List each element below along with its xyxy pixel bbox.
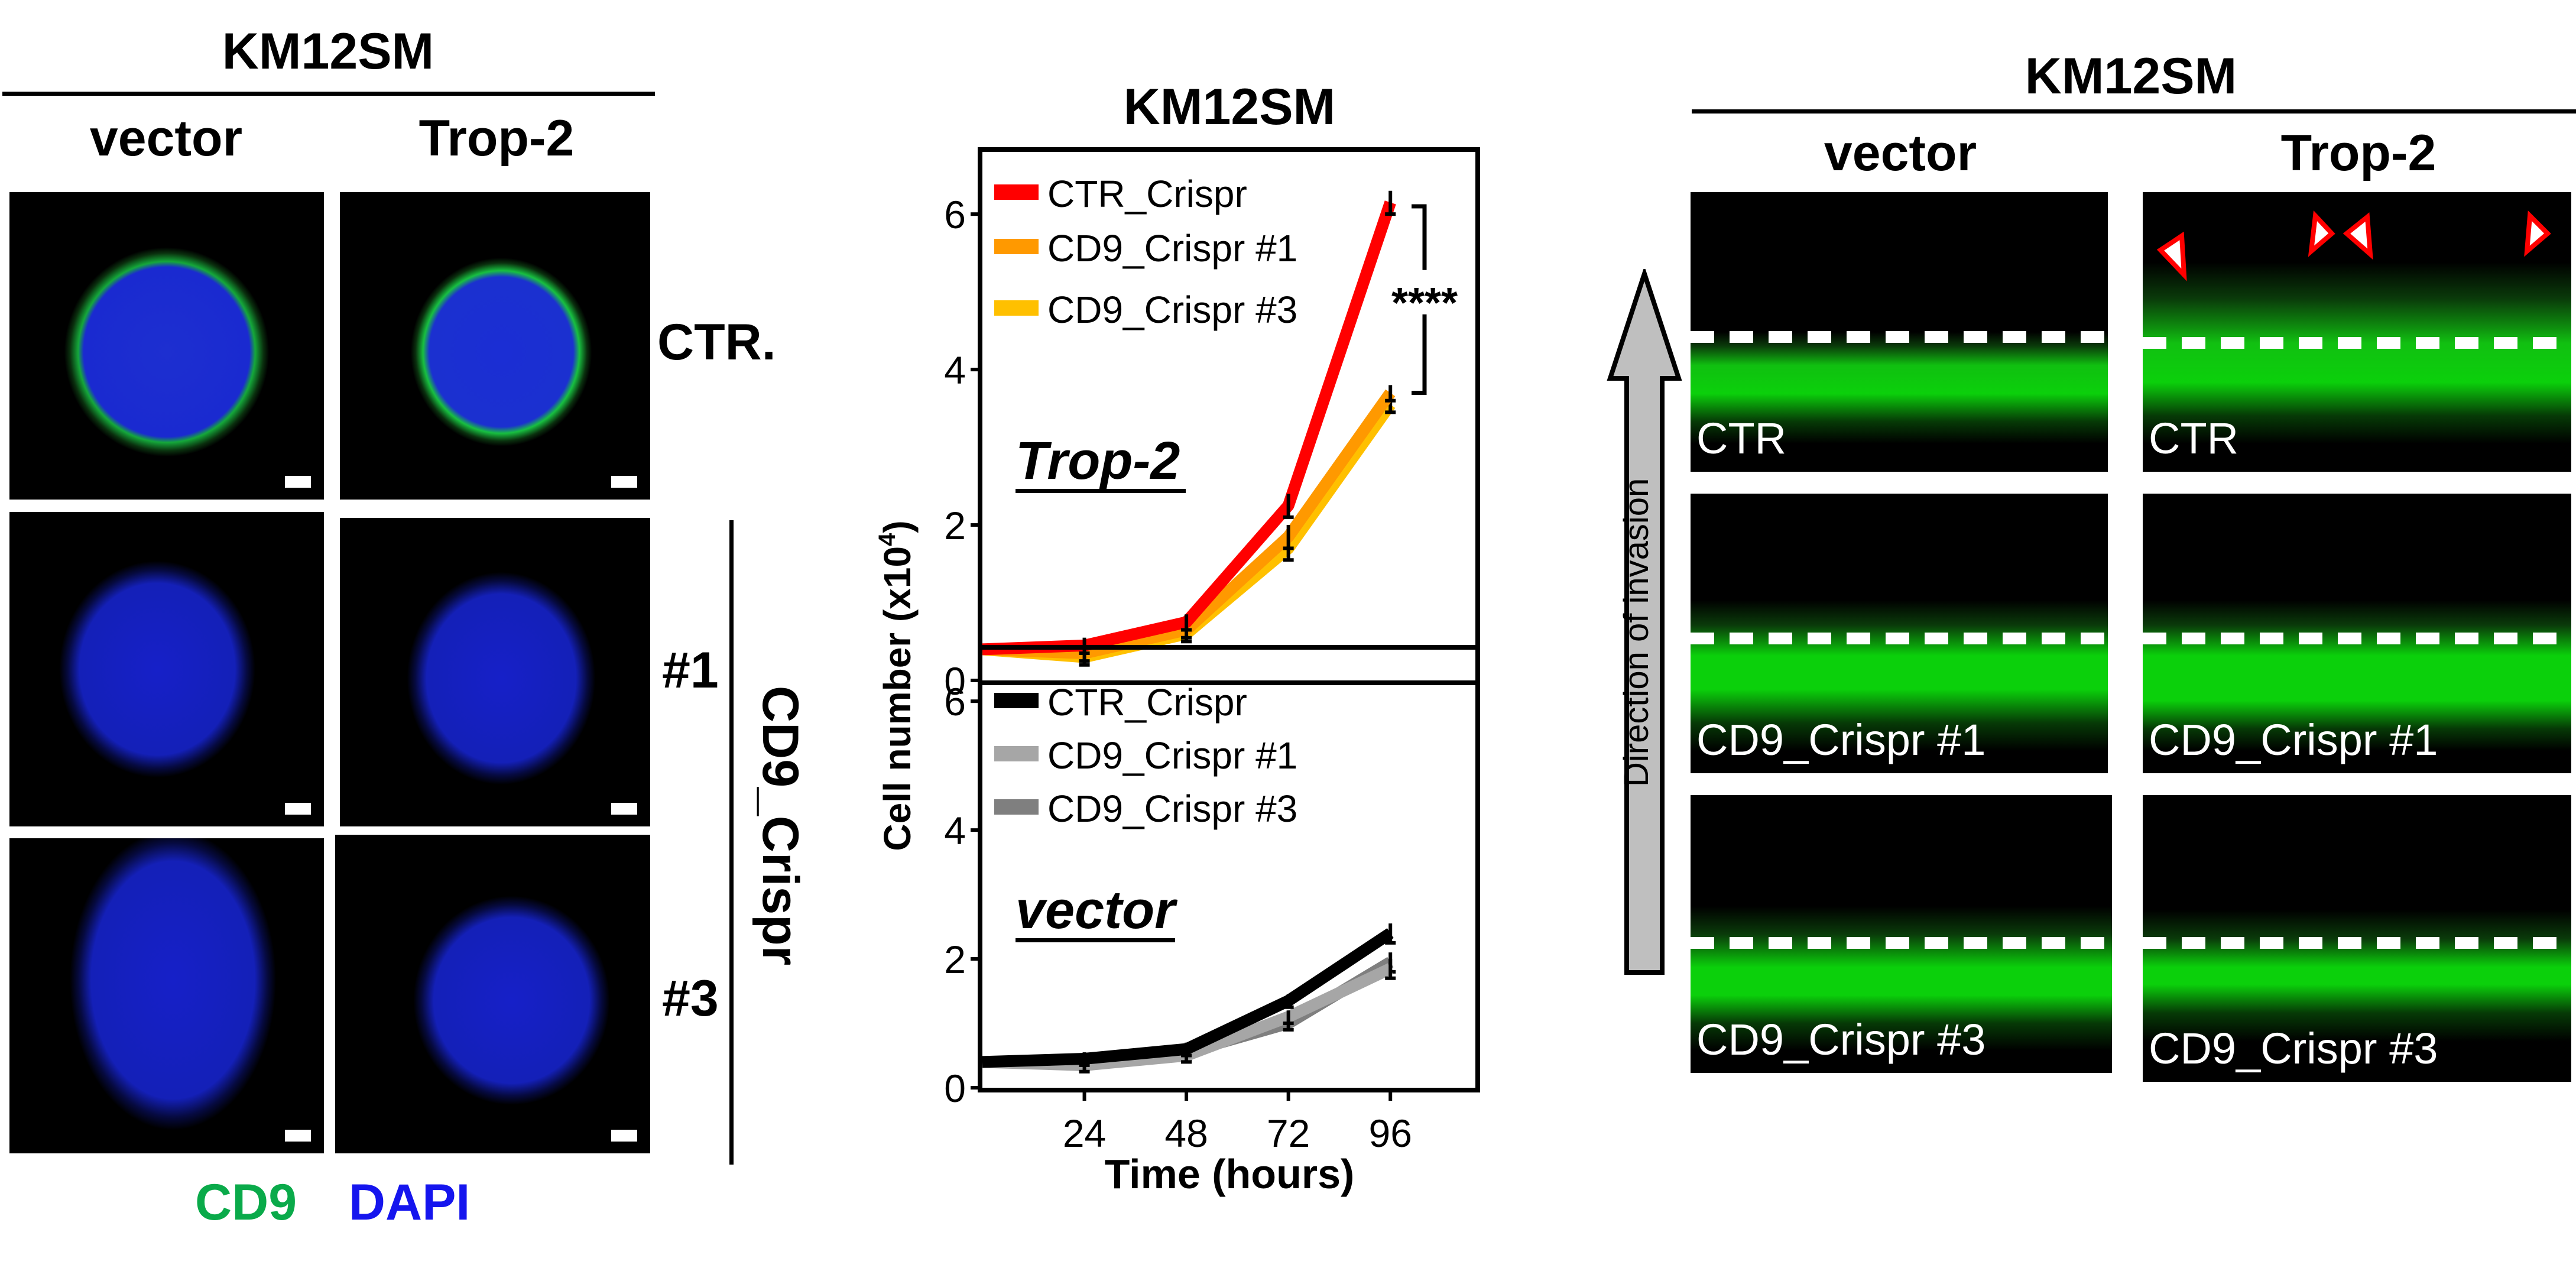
y-tick-label: 4 xyxy=(944,809,966,852)
right-title-rule xyxy=(1692,109,2576,114)
legend-label: CD9_Crispr #3 xyxy=(1047,288,1297,331)
legend-swatch xyxy=(994,799,1039,815)
stain-legend-cd9: CD9 xyxy=(195,1174,297,1231)
legend-swatch xyxy=(994,693,1039,708)
micrograph-vector-ctr xyxy=(9,192,324,500)
chart-xlabel: Time (hours) xyxy=(1105,1151,1355,1197)
chart-frame xyxy=(978,645,1480,1092)
y-tick-label: 6 xyxy=(944,193,966,236)
scale-bar xyxy=(285,1130,311,1142)
x-tick-label: 24 xyxy=(1063,1111,1106,1155)
legend-label: CD9_Crispr #1 xyxy=(1047,227,1297,270)
chart-trop2: 0 2 4 6 CTR_Crispr CD9_Crispr #1 CD9_Crispr #… xyxy=(944,147,1480,703)
legend-swatch xyxy=(994,746,1039,761)
micrograph-vector-cd9-1 xyxy=(9,512,324,826)
invasion-label: CD9_Crispr #1 xyxy=(2149,715,2438,764)
significance-bracket xyxy=(1412,204,1427,270)
right-col-header-trop2: Trop-2 xyxy=(2280,125,2437,181)
arrowhead-icon xyxy=(2308,210,2335,257)
invasion-label: CD9_Crispr #1 xyxy=(1696,715,1986,764)
left-col-header-vector: vector xyxy=(89,110,243,167)
y-tick-label: 4 xyxy=(944,348,966,392)
y-tick-label: 0 xyxy=(944,659,966,703)
arrowhead-icon xyxy=(2156,231,2187,281)
invasion-image-trop2-cd9-1: CD9_Crispr #1 xyxy=(2143,494,2571,773)
scale-bar xyxy=(611,1130,637,1142)
chart-frame xyxy=(978,147,1480,685)
x-tick-label: 72 xyxy=(1267,1111,1310,1155)
left-col-header-trop2: Trop-2 xyxy=(418,110,575,167)
right-cell-line-title: KM12SM xyxy=(2025,48,2237,105)
arrowheads xyxy=(2156,210,2551,281)
direction-of-invasion-arrow xyxy=(1607,269,1682,975)
left-row-label-3: #3 xyxy=(662,970,719,1027)
y-tick-label: 2 xyxy=(944,504,966,547)
chart-ylabel: Cell number (x104) xyxy=(874,520,919,851)
chart-panel-label-underline xyxy=(1016,938,1175,942)
significance-bracket xyxy=(1412,314,1427,395)
invasion-image-trop2-ctr: CTR xyxy=(2143,192,2571,472)
legend-label: CD9_Crispr #3 xyxy=(1047,787,1297,830)
micrograph-trop2-cd9-1 xyxy=(340,518,650,826)
invasion-image-vector-ctr: CTR xyxy=(1691,192,2108,472)
membrane-dashed-line xyxy=(2143,937,2571,949)
scale-bar xyxy=(285,476,311,488)
arrowhead-icon xyxy=(2343,212,2373,260)
micrograph-trop2-ctr xyxy=(340,192,650,500)
legend-swatch xyxy=(994,300,1039,316)
chart-panel-label: Trop-2 xyxy=(1016,432,1180,491)
chart-panel-label-underline xyxy=(1016,489,1186,493)
chart-title: KM12SM xyxy=(1124,79,1335,135)
significance-stars: **** xyxy=(1391,280,1458,327)
y-tick-label: 6 xyxy=(944,680,966,724)
scale-bar xyxy=(285,803,311,815)
legend-label: CTR_Crispr xyxy=(1047,681,1247,724)
arrow-up-icon xyxy=(1607,269,1682,975)
membrane-dashed-line xyxy=(1691,937,2112,949)
micrograph-vector-cd9-3 xyxy=(9,838,324,1153)
membrane-dashed-line xyxy=(1691,633,2108,644)
invasion-label: CTR xyxy=(1696,414,1787,463)
left-row-label-ctr: CTR. xyxy=(657,314,776,371)
x-tick-label: 96 xyxy=(1368,1111,1412,1155)
cd9-crispr-group-label: CD9_Crispr xyxy=(752,686,809,966)
stain-legend-dapi: DAPI xyxy=(348,1174,471,1231)
membrane-dashed-line xyxy=(2143,633,2571,644)
right-col-header-vector: vector xyxy=(1824,125,1977,181)
chart-panel-label: vector xyxy=(1016,881,1178,940)
left-title-rule xyxy=(2,92,655,96)
membrane-dashed-line xyxy=(1691,331,2108,343)
invasion-label: CD9_Crispr #3 xyxy=(1696,1015,1986,1064)
left-cell-line-title: KM12SM xyxy=(222,23,434,80)
scale-bar xyxy=(611,476,637,488)
invasion-image-vector-cd9-3: CD9_Crispr #3 xyxy=(1691,795,2112,1073)
cd9-crispr-bracket xyxy=(729,520,734,1165)
invasion-label: CD9_Crispr #3 xyxy=(2149,1024,2438,1073)
arrowhead-icon xyxy=(2524,210,2551,257)
direction-of-invasion-label: Direction of invasion xyxy=(1617,478,1656,787)
stain-legend: CD9 DAPI xyxy=(195,1173,470,1232)
invasion-image-vector-cd9-1: CD9_Crispr #1 xyxy=(1691,494,2108,773)
left-row-label-1: #1 xyxy=(662,642,719,699)
legend-swatch xyxy=(994,184,1039,200)
scale-bar xyxy=(611,803,637,815)
legend-label: CTR_Crispr xyxy=(1047,173,1247,215)
membrane-dashed-line xyxy=(2143,337,2571,349)
x-tick-label: 48 xyxy=(1164,1111,1208,1155)
micrograph-trop2-cd9-3 xyxy=(335,835,650,1153)
invasion-label: CTR xyxy=(2149,414,2239,463)
y-tick-label: 0 xyxy=(944,1066,966,1110)
legend-label: CD9_Crispr #1 xyxy=(1047,734,1297,777)
invasion-image-trop2-cd9-3: CD9_Crispr #3 xyxy=(2143,795,2571,1082)
legend-swatch xyxy=(994,239,1039,254)
y-tick-label: 2 xyxy=(944,938,966,981)
